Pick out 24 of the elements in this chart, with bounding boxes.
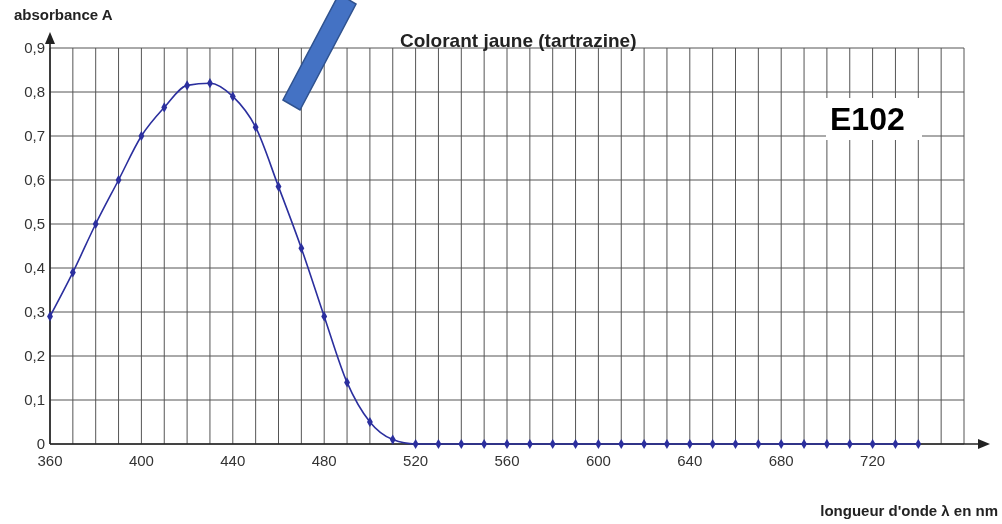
x-tick-label: 480 <box>311 452 337 469</box>
y-axis-title: absorbance A <box>14 6 113 23</box>
y-tick-label: 0,5 <box>24 215 45 232</box>
x-tick-label: 560 <box>494 452 520 469</box>
y-tick-label: 0,7 <box>24 127 45 144</box>
x-tick-label: 640 <box>677 452 703 469</box>
x-tick-label: 680 <box>768 452 794 469</box>
x-tick-label: 720 <box>860 452 886 469</box>
annotation: E102 <box>830 101 905 137</box>
chart-title: Colorant jaune (tartrazine) <box>400 30 637 51</box>
y-tick-label: 0,4 <box>24 259 45 276</box>
x-axis-title: longueur d'onde λ en nm <box>820 502 998 519</box>
y-tick-label: 0,8 <box>24 83 45 100</box>
x-tick-label: 440 <box>220 452 246 469</box>
x-tick-label: 520 <box>403 452 429 469</box>
y-tick-label: 0,2 <box>24 347 45 364</box>
x-tick-label: 360 <box>37 452 63 469</box>
y-tick-label: 0,1 <box>24 391 45 408</box>
y-tick-label: 0,6 <box>24 171 45 188</box>
x-tick-label: 600 <box>585 452 611 469</box>
y-tick-label: 0 <box>36 435 45 452</box>
y-tick-label: 0,3 <box>24 303 45 320</box>
x-tick-label: 400 <box>128 452 154 469</box>
y-tick-label: 0,9 <box>24 39 45 56</box>
